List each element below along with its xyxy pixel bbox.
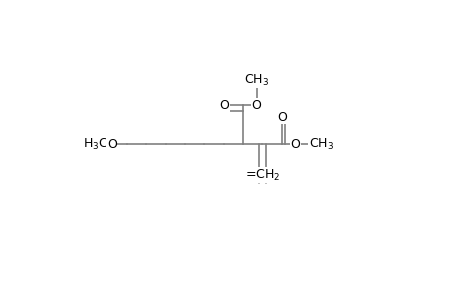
Text: CH$_3$: CH$_3$ bbox=[244, 73, 269, 88]
Text: O: O bbox=[251, 99, 261, 112]
Text: O: O bbox=[276, 111, 286, 124]
Text: O: O bbox=[106, 138, 117, 151]
Text: =CH$_2$: =CH$_2$ bbox=[244, 168, 280, 183]
Text: O: O bbox=[290, 138, 300, 151]
Text: H$_3$C: H$_3$C bbox=[83, 136, 109, 152]
Text: O: O bbox=[219, 99, 229, 112]
Text: CH$_3$: CH$_3$ bbox=[308, 136, 333, 152]
